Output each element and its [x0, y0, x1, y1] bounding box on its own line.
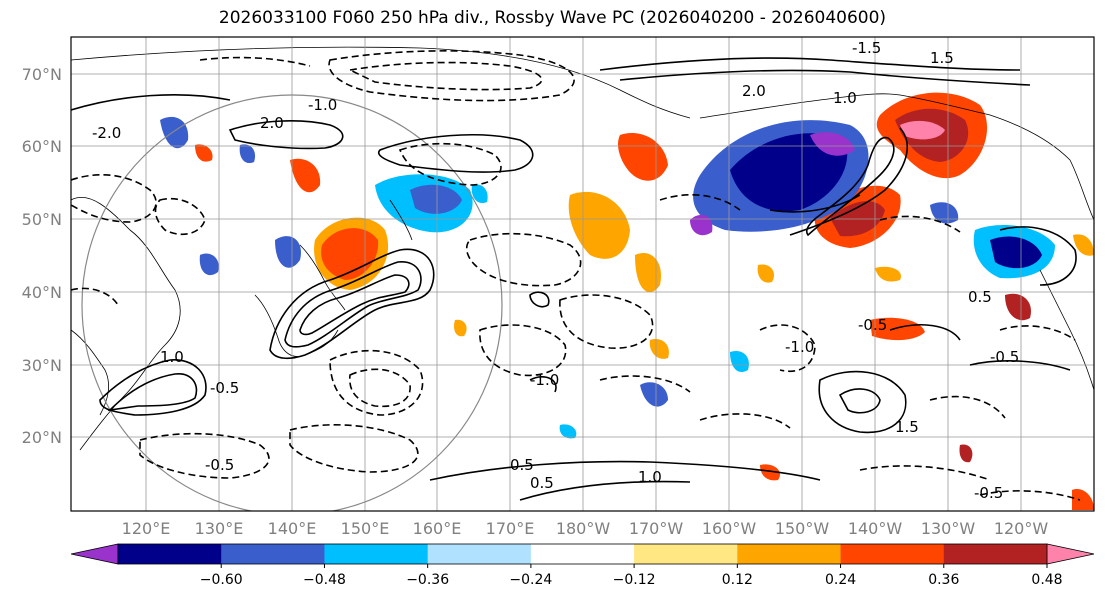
colorbar-tick-label: 0.24	[825, 572, 856, 588]
lon-label: 120°W	[994, 519, 1049, 538]
colorbar-tick-label: −0.60	[200, 572, 243, 588]
longitude-axis: 120°E 130°E 140°E 150°E 160°E 170°E 180°…	[122, 519, 1049, 538]
gridlines	[71, 37, 1094, 511]
contour-label: -2.0	[92, 124, 121, 142]
colorbar-segment	[427, 544, 532, 564]
contour-label: -0.5	[205, 456, 234, 474]
colorbar-segment	[737, 544, 842, 564]
map-frame	[70, 36, 1095, 512]
lon-label: 130°W	[921, 519, 976, 538]
contour-label: -1.0	[530, 371, 559, 389]
contour-label: 0.5	[530, 474, 554, 492]
lon-label: 150°E	[341, 519, 390, 538]
colorbar-segment	[840, 544, 945, 564]
contour-label: 1.0	[833, 89, 857, 107]
contour-label: -0.5	[210, 379, 239, 397]
lon-label: 120°E	[122, 519, 171, 538]
colorbar-segment	[221, 544, 325, 564]
colorbar-segment	[943, 544, 1048, 564]
colorbar-segment	[118, 544, 222, 564]
colorbar-left-extension	[70, 543, 119, 565]
colorbar-outline	[117, 543, 1048, 565]
colorbar-tick-label: −0.48	[303, 572, 346, 588]
lat-label: 70°N	[22, 65, 62, 84]
lon-label: 140°E	[268, 519, 317, 538]
contour-label: 2.0	[742, 82, 766, 100]
colorbar-segment	[324, 544, 429, 564]
contour-label: 1.5	[895, 418, 919, 436]
colorbar-segment	[530, 544, 635, 564]
colorbar-tick-label: −0.36	[406, 572, 449, 588]
contour-label: -0.5	[858, 316, 887, 334]
colorbar-segment	[634, 544, 738, 564]
colorbar: −0.60 −0.48 −0.36 −0.24 −0.12 0.12 0.24 0.36 0.4…	[70, 543, 1095, 588]
colorbar-tick-label: −0.24	[509, 572, 552, 588]
colorbar-tick-label: 0.12	[722, 572, 753, 588]
colorbar-tick-label: 0.36	[928, 572, 959, 588]
lon-label: 170°W	[629, 519, 684, 538]
contour-label: -0.5	[974, 484, 1003, 502]
range-circle	[81, 94, 503, 511]
lon-label: 130°E	[195, 519, 244, 538]
shaded-anomaly-layer	[160, 92, 1094, 510]
lat-label: 50°N	[22, 210, 62, 229]
lon-label: 150°W	[775, 519, 830, 538]
lon-label: 180°W	[556, 519, 611, 538]
lon-label: 160°W	[702, 519, 757, 538]
lat-label: 60°N	[22, 137, 62, 156]
contour-label: -0.5	[990, 348, 1019, 366]
contour-label: -1.0	[308, 96, 337, 114]
lat-label: 30°N	[22, 356, 62, 375]
map-title: 2026033100 F060 250 hPa div., Rossby Wav…	[218, 8, 887, 28]
contour-label: 0.5	[968, 288, 992, 306]
colorbar-right-extension	[1046, 543, 1095, 565]
contour-label: 2.0	[260, 114, 284, 132]
colorbar-tick-label: −0.12	[613, 572, 656, 588]
positive-contours	[71, 57, 1077, 501]
contour-label: 1.0	[638, 468, 662, 486]
contour-label: -1.0	[785, 338, 814, 356]
lat-label: 20°N	[22, 428, 62, 447]
latitude-axis: 70°N 60°N 50°N 40°N 30°N 20°N	[22, 65, 62, 447]
contour-labels: -2.0 -1.0 -0.5 0.5 1.0 1.5 2.0 -1.5 2.0 …	[92, 39, 1019, 502]
lat-label: 40°N	[22, 283, 62, 302]
colorbar-tick-label: 0.48	[1031, 572, 1062, 588]
contour-label: -1.5	[852, 39, 881, 57]
negative-contours	[71, 50, 1081, 501]
contour-label: 1.0	[160, 348, 184, 366]
lon-label: 140°W	[848, 519, 903, 538]
lon-label: 170°E	[486, 519, 535, 538]
lon-label: 160°E	[413, 519, 462, 538]
contour-label: 0.5	[510, 456, 534, 474]
contour-label: 1.5	[930, 49, 954, 67]
